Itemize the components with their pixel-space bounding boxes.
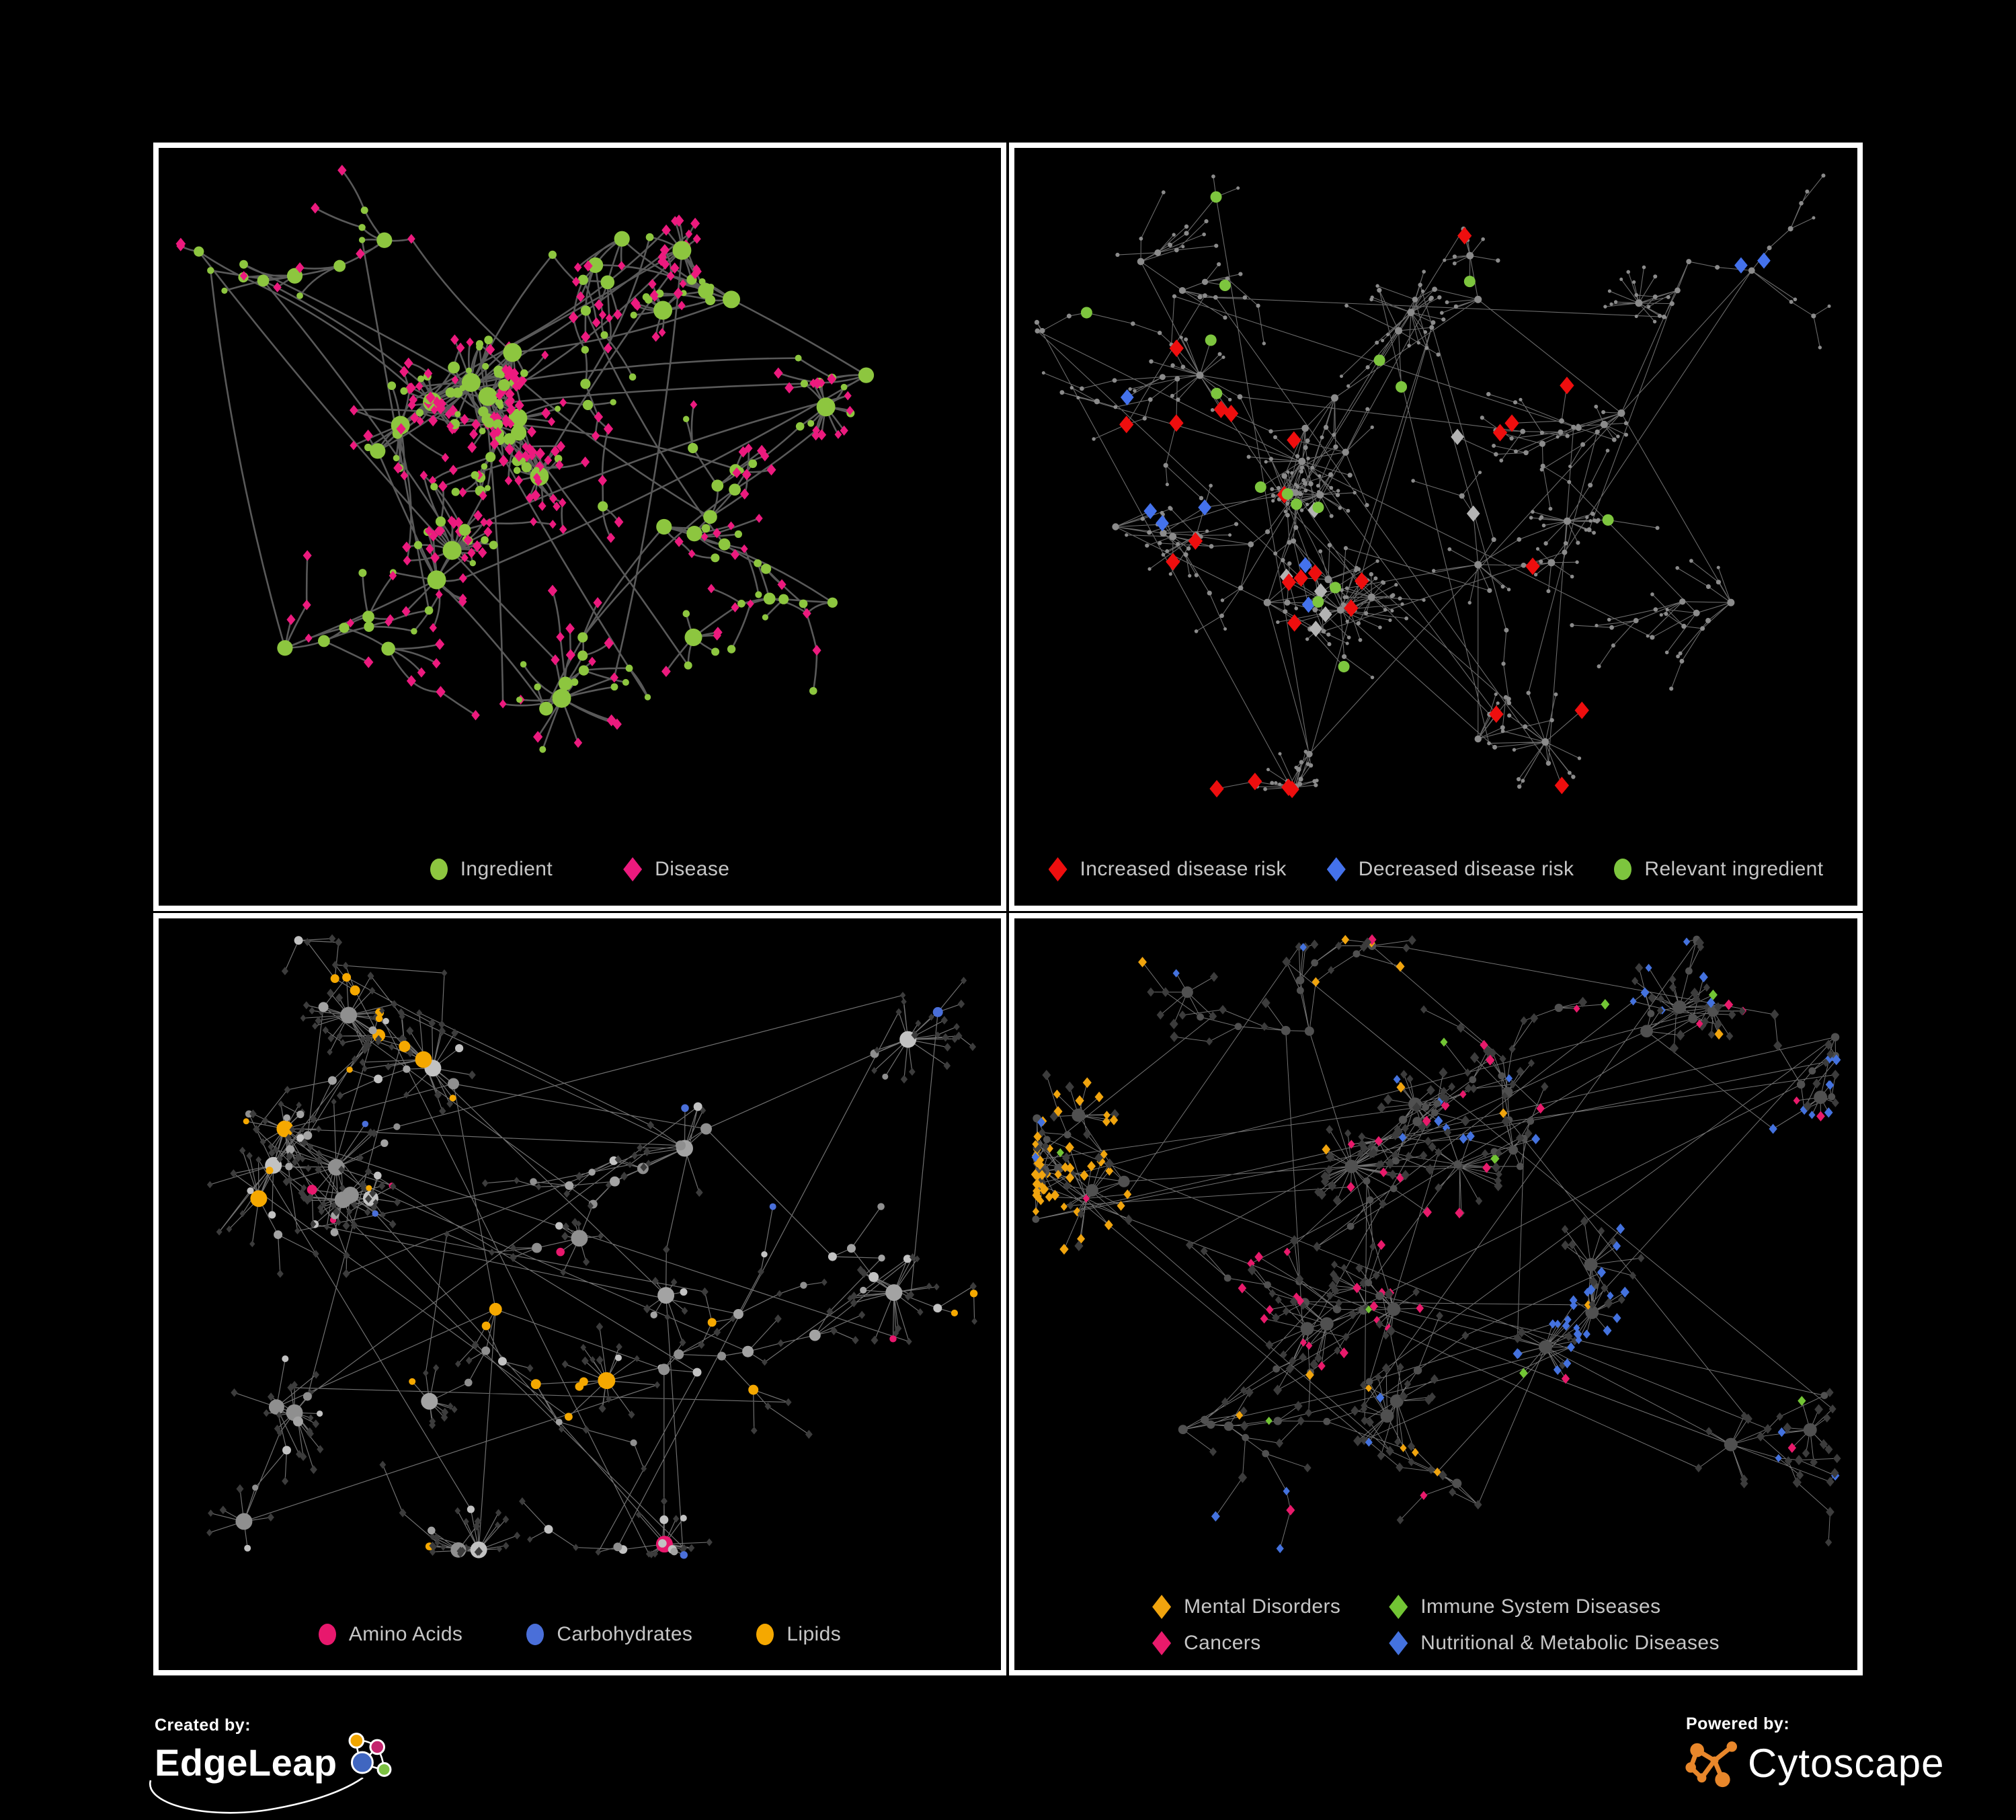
legend-disease-risk: Increased disease risk Decreased disease… (1014, 857, 1857, 881)
panel-grid: Ingredient Disease Increased disease ris… (153, 143, 1863, 1675)
nutritional-metabolic-diamond-swatch (1389, 1631, 1408, 1655)
legend-label: Relevant ingredient (1644, 858, 1824, 880)
panel-ingredient-classes: Amino Acids Carbohydrates Lipids (153, 913, 1006, 1675)
edgeleap-node-magenta (369, 1739, 385, 1755)
legend-ingredient-disease: Ingredient Disease (159, 857, 1001, 881)
edgeleap-node-green (376, 1762, 392, 1777)
powered-by-label: Powered by: (1686, 1714, 1790, 1733)
disease-diamond-swatch (623, 857, 643, 881)
edgeleap-logo-icon (348, 1733, 392, 1777)
legend-label: Decreased disease risk (1358, 858, 1574, 880)
legend-label: Immune System Diseases (1420, 1595, 1661, 1618)
carbohydrates-circle-swatch (526, 1624, 545, 1645)
network-disease-risk (1034, 173, 1831, 799)
cytoscape-branding: Powered by: Cytoscape (1683, 1714, 1966, 1795)
edgeleap-branding: Created by: EdgeLeap (149, 1716, 397, 1814)
relevant-ingredient-circle-swatch (1614, 859, 1632, 880)
legend-item-cancers: Cancers (1152, 1631, 1340, 1655)
cytoscape-logo-icon (1685, 1741, 1737, 1788)
legend-item-carbohydrates: Carbohydrates (526, 1623, 692, 1646)
edgeleap-swoosh (149, 1778, 364, 1814)
increased-risk-diamond-swatch (1048, 857, 1067, 881)
edgeleap-node-orange (348, 1733, 364, 1749)
panel-disease-classes: Mental Disorders Immune System Diseases … (1009, 913, 1863, 1675)
edgeleap-node-blue (350, 1751, 374, 1774)
network-ingredient-disease (175, 164, 875, 753)
legend-label: Nutritional & Metabolic Diseases (1420, 1632, 1720, 1654)
legend-item-decreased-risk: Decreased disease risk (1326, 857, 1574, 881)
legend-ingredient-classes: Amino Acids Carbohydrates Lipids (159, 1623, 1001, 1646)
decreased-risk-diamond-swatch (1326, 857, 1346, 881)
cancers-diamond-swatch (1152, 1631, 1172, 1655)
legend-label: Increased disease risk (1080, 858, 1287, 880)
amino-acids-circle-swatch (318, 1624, 336, 1645)
edgeleap-logo-text: EdgeLeap (155, 1741, 337, 1784)
legend-label: Carbohydrates (557, 1623, 693, 1645)
legend-label: Ingredient (460, 858, 553, 880)
panel-ingredient-disease: Ingredient Disease (153, 143, 1006, 911)
legend-item-relevant-ingredient: Relevant ingredient (1614, 858, 1823, 881)
network-disease-classes (1031, 934, 1841, 1554)
legend-item-immune-diseases: Immune System Diseases (1389, 1595, 1720, 1619)
legend-label: Lipids (787, 1623, 842, 1645)
mental-disorders-diamond-swatch (1152, 1595, 1172, 1619)
legend-label: Cancers (1184, 1632, 1261, 1654)
legend-disease-classes: Mental Disorders Immune System Diseases … (1014, 1595, 1857, 1655)
legend-item-nutritional-metabolic: Nutritional & Metabolic Diseases (1389, 1631, 1720, 1655)
legend-item-ingredient: Ingredient (430, 858, 553, 881)
created-by-label: Created by: (155, 1716, 251, 1735)
legend-label: Amino Acids (348, 1623, 463, 1645)
legend-label: Disease (655, 858, 730, 880)
panel-disease-risk: Increased disease risk Decreased disease… (1009, 143, 1863, 911)
legend-label: Mental Disorders (1184, 1595, 1341, 1618)
legend-item-lipids: Lipids (756, 1623, 841, 1646)
cytoscape-logo-text: Cytoscape (1748, 1740, 1945, 1786)
legend-item-mental-disorders: Mental Disorders (1152, 1595, 1340, 1619)
ingredient-circle-swatch (430, 859, 448, 880)
lipids-circle-swatch (756, 1624, 774, 1645)
immune-diseases-diamond-swatch (1389, 1595, 1408, 1619)
legend-item-amino-acids: Amino Acids (318, 1623, 463, 1646)
legend-item-increased-risk: Increased disease risk (1048, 857, 1287, 881)
legend-item-disease: Disease (623, 857, 729, 881)
network-ingredient-classes (206, 934, 978, 1559)
